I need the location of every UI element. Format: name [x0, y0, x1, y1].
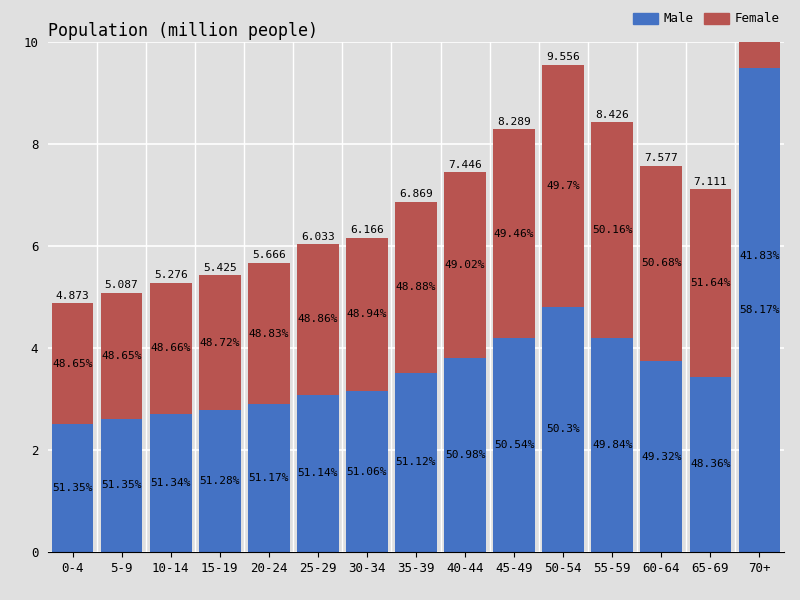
Text: 48.65%: 48.65% — [52, 359, 93, 369]
Bar — [52, 424, 94, 552]
Bar — [738, 68, 780, 552]
Bar — [199, 275, 241, 410]
Text: 49.7%: 49.7% — [546, 181, 580, 191]
Bar — [346, 391, 388, 552]
Bar — [690, 377, 731, 552]
Bar — [248, 404, 290, 552]
Text: 48.94%: 48.94% — [346, 310, 387, 319]
Bar — [591, 122, 633, 338]
Text: 5.666: 5.666 — [252, 250, 286, 260]
Bar — [641, 361, 682, 552]
Text: 51.64%: 51.64% — [690, 278, 730, 288]
Text: 51.35%: 51.35% — [52, 483, 93, 493]
Text: 8.289: 8.289 — [498, 117, 531, 127]
Text: Population (million people): Population (million people) — [48, 22, 318, 40]
Bar — [395, 202, 437, 373]
Text: 51.14%: 51.14% — [298, 469, 338, 478]
Bar — [346, 238, 388, 391]
Text: 7.111: 7.111 — [694, 177, 727, 187]
Legend: Male, Female: Male, Female — [628, 7, 785, 31]
Text: 49.02%: 49.02% — [445, 260, 486, 271]
Text: 7.446: 7.446 — [448, 160, 482, 170]
Text: 48.72%: 48.72% — [199, 338, 240, 348]
Text: 49.32%: 49.32% — [641, 452, 682, 462]
Text: 51.35%: 51.35% — [102, 481, 142, 490]
Text: 5.087: 5.087 — [105, 280, 138, 290]
Text: 50.54%: 50.54% — [494, 440, 534, 450]
Bar — [150, 414, 191, 552]
Bar — [444, 172, 486, 358]
Text: 51.06%: 51.06% — [346, 467, 387, 477]
Bar — [101, 293, 142, 419]
Bar — [395, 373, 437, 552]
Text: 48.86%: 48.86% — [298, 314, 338, 325]
Text: 48.36%: 48.36% — [690, 460, 730, 469]
Text: 4.873: 4.873 — [56, 291, 90, 301]
Bar — [494, 129, 535, 338]
Text: 51.28%: 51.28% — [199, 476, 240, 486]
Bar — [199, 410, 241, 552]
Text: 5.425: 5.425 — [203, 263, 237, 273]
Text: 9.556: 9.556 — [546, 52, 580, 62]
Text: 51.12%: 51.12% — [396, 457, 436, 467]
Text: 6.869: 6.869 — [399, 189, 433, 199]
Text: 6.166: 6.166 — [350, 225, 384, 235]
Bar — [542, 307, 584, 552]
Bar — [150, 283, 191, 414]
Bar — [248, 263, 290, 404]
Text: 49.46%: 49.46% — [494, 229, 534, 239]
Text: 6.033: 6.033 — [301, 232, 334, 242]
Bar — [52, 304, 94, 424]
Text: 8.426: 8.426 — [595, 110, 629, 120]
Text: 48.88%: 48.88% — [396, 282, 436, 292]
Text: 50.98%: 50.98% — [445, 450, 486, 460]
Text: 49.84%: 49.84% — [592, 440, 633, 450]
Text: 5.276: 5.276 — [154, 271, 187, 280]
Bar — [494, 338, 535, 552]
Bar — [591, 338, 633, 552]
Bar — [641, 166, 682, 361]
Bar — [101, 419, 142, 552]
Text: 48.65%: 48.65% — [102, 350, 142, 361]
Text: 50.68%: 50.68% — [641, 259, 682, 268]
Bar — [297, 244, 338, 395]
Text: 51.17%: 51.17% — [249, 473, 289, 483]
Bar — [690, 190, 731, 377]
Text: 7.577: 7.577 — [645, 153, 678, 163]
Text: 50.3%: 50.3% — [546, 424, 580, 434]
Text: 58.17%: 58.17% — [739, 305, 780, 315]
Bar — [297, 395, 338, 552]
Text: 51.34%: 51.34% — [150, 478, 191, 488]
Text: 41.83%: 41.83% — [739, 251, 780, 261]
Text: 48.66%: 48.66% — [150, 343, 191, 353]
Bar — [542, 65, 584, 307]
Text: 50.16%: 50.16% — [592, 225, 633, 235]
Bar — [444, 358, 486, 552]
Bar — [738, 0, 780, 68]
Text: 48.83%: 48.83% — [249, 329, 289, 338]
